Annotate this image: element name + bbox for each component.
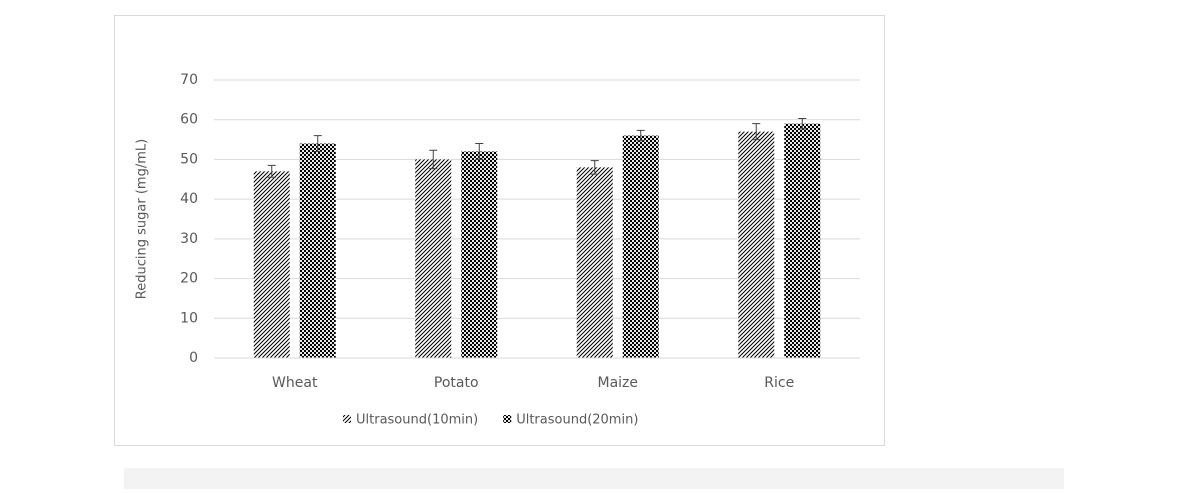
error-bar [313,135,322,152]
error-bar [475,143,484,160]
error-bar [752,123,761,141]
y-tick-label: 20 [180,271,198,287]
bar [738,131,775,358]
error-bar [636,129,645,142]
y-tick-label: 60 [180,112,198,128]
y-tick-label: 30 [180,231,198,247]
bar [461,151,498,358]
y-axis-label: Reducing sugar (mg/mL) [135,139,150,299]
bar [622,135,659,358]
bar [784,123,821,358]
x-tick-label: Wheat [272,375,318,391]
legend-label: Ultrasound(10min) [356,413,478,428]
bar [576,167,613,358]
error-bar [429,149,438,170]
error-bar [798,118,807,130]
y-tick-label: 50 [180,151,198,167]
legend-swatch [343,415,351,423]
bar [253,171,290,358]
y-tick-label: 10 [180,310,198,326]
x-tick-label: Maize [597,375,638,391]
footer-band [124,468,1064,489]
y-tick-label: 0 [189,350,198,366]
error-bar [590,160,599,175]
error-bar [267,164,276,178]
y-tick-label: 40 [180,191,198,207]
x-tick-label: Potato [434,375,479,391]
legend-label: Ultrasound(20min) [516,413,638,428]
y-tick-label: 70 [180,72,198,88]
bar [415,159,452,358]
legend-swatch [503,415,512,423]
bar [299,143,336,358]
x-tick-label: Rice [764,375,794,391]
